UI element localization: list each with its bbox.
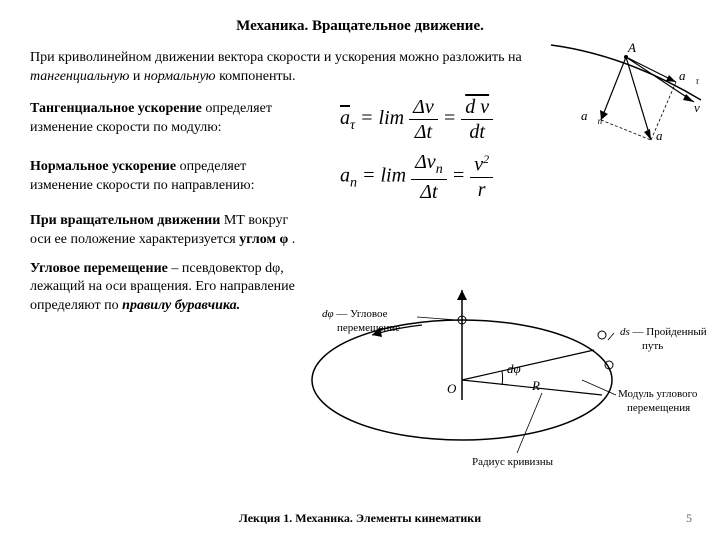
- f1-den1: Δt: [409, 120, 438, 142]
- intro-end: компоненты.: [216, 69, 296, 84]
- ang-italic: правилу буравчика.: [122, 298, 240, 313]
- page-title: Механика. Вращательное движение.: [30, 18, 690, 35]
- intro-paragraph: При криволинейном движении вектора скоро…: [30, 49, 530, 87]
- rot-bold: При вращательном движении: [30, 213, 220, 228]
- f2-lim: = lim: [357, 164, 411, 186]
- f2-eq: =: [447, 164, 471, 186]
- f2-n1: Δv: [415, 151, 436, 173]
- tangential-text: Тангенциальное ускорение определяет изме…: [30, 100, 310, 138]
- f2-den1: Δt: [411, 180, 447, 202]
- tangential-bold: Тангенциальное ускорение: [30, 101, 202, 116]
- f1-lhs: a: [340, 107, 350, 129]
- vector-diagram: A a⃗τ v⃗ a⃗n a⃗: [546, 40, 706, 160]
- label-a-n: a⃗n: [581, 108, 603, 126]
- f2-n2-sup: 2: [483, 152, 489, 166]
- intro-text: При криволинейном движении вектора скоро…: [30, 50, 522, 65]
- intro-mid: и: [129, 69, 144, 84]
- f1-den2: dt: [461, 120, 493, 142]
- rot-dot: .: [288, 232, 295, 247]
- f2-sub: n: [350, 175, 357, 190]
- label-radius-curvature: Радиус кривизны: [472, 456, 554, 468]
- f1-num1: Δv: [409, 97, 438, 120]
- rot-bold2: углом φ: [239, 232, 288, 247]
- label-a: a⃗: [656, 128, 673, 143]
- ang-bold: Угловое перемещение: [30, 261, 168, 276]
- normal-text: Нормальное ускорение определяет изменени…: [30, 158, 310, 196]
- label-a-tau: a⃗τ: [679, 68, 700, 86]
- normal-bold: Нормальное ускорение: [30, 159, 176, 174]
- lecture-footer: Лекция 1. Механика. Элементы кинематики: [0, 511, 720, 526]
- label-O: O: [447, 381, 457, 396]
- f1-eq: =: [438, 107, 462, 129]
- label-dphi-angle: dφ: [507, 361, 521, 376]
- intro-italic-1: тангенциальную: [30, 69, 129, 84]
- label-ds2: путь: [642, 340, 663, 352]
- label-ds: ds — Пройденный: [620, 326, 707, 338]
- label-dphi-axis: dφ — Угловое: [322, 308, 388, 320]
- f1-lim: = lim: [355, 107, 409, 129]
- f2-lhs: a: [340, 164, 350, 186]
- rotation-paragraph: При вращательном движении МТ вокруг оси …: [30, 212, 310, 250]
- rotation-diagram: O dφ — Угловое перемещение R dφ ds — Про…: [302, 285, 712, 475]
- label-R: R: [531, 378, 540, 393]
- label-mod: Модуль углового: [618, 388, 698, 400]
- label-v: v⃗: [694, 100, 706, 115]
- intro-italic-2: нормальную: [144, 69, 216, 84]
- f2-den2: r: [470, 178, 493, 200]
- label-mod2: перемещения: [627, 402, 690, 414]
- page-number: 5: [686, 511, 692, 526]
- f2-n2: v: [474, 154, 483, 176]
- label-dphi-axis2: перемещение: [337, 322, 400, 334]
- label-A: A: [627, 40, 636, 55]
- f2-n1-sub: n: [436, 162, 443, 177]
- f1-num2: d v: [465, 96, 489, 118]
- angular-paragraph: Угловое перемещение – псевдовектор dφ, л…: [30, 260, 310, 317]
